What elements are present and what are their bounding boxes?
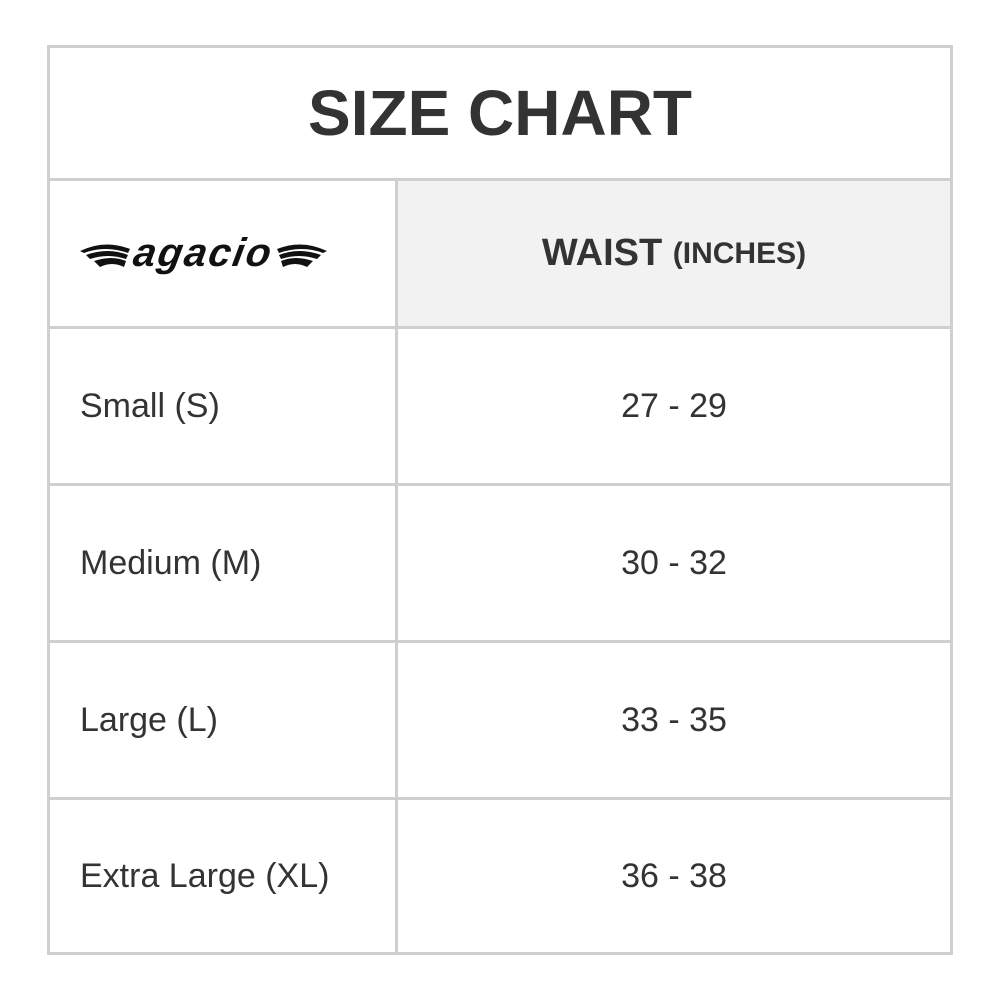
size-cell: Small (S): [50, 329, 398, 483]
table-row: Medium (M) 30 - 32: [50, 486, 950, 643]
waist-cell: 27 - 29: [621, 386, 727, 425]
header-row: agacio WAIST (INCHES): [50, 181, 950, 329]
waist-label: WAIST: [541, 232, 663, 274]
waist-cell: 33 - 35: [621, 700, 727, 739]
size-cell: Medium (M): [50, 486, 398, 640]
table-row: Small (S) 27 - 29: [50, 329, 950, 486]
waist-header: WAIST (INCHES): [398, 181, 950, 326]
brand-logo-text: agacio: [130, 231, 277, 275]
size-chart-table: SIZE CHART agacio WAIST (INCHES) Small (…: [47, 45, 953, 955]
left-wing-icon: [80, 243, 130, 267]
table-row: Extra Large (XL) 36 - 38: [50, 800, 950, 952]
right-wing-icon: [276, 243, 327, 267]
size-cell: Extra Large (XL): [50, 800, 398, 952]
page-title: SIZE CHART: [50, 48, 950, 181]
table-row: Large (L) 33 - 35: [50, 643, 950, 800]
waist-cell: 30 - 32: [621, 543, 727, 582]
brand-logo: agacio: [80, 231, 327, 276]
size-cell: Large (L): [50, 643, 398, 797]
brand-logo-cell: agacio: [50, 181, 398, 326]
waist-cell: 36 - 38: [621, 856, 727, 895]
unit-label: (INCHES): [672, 236, 807, 270]
